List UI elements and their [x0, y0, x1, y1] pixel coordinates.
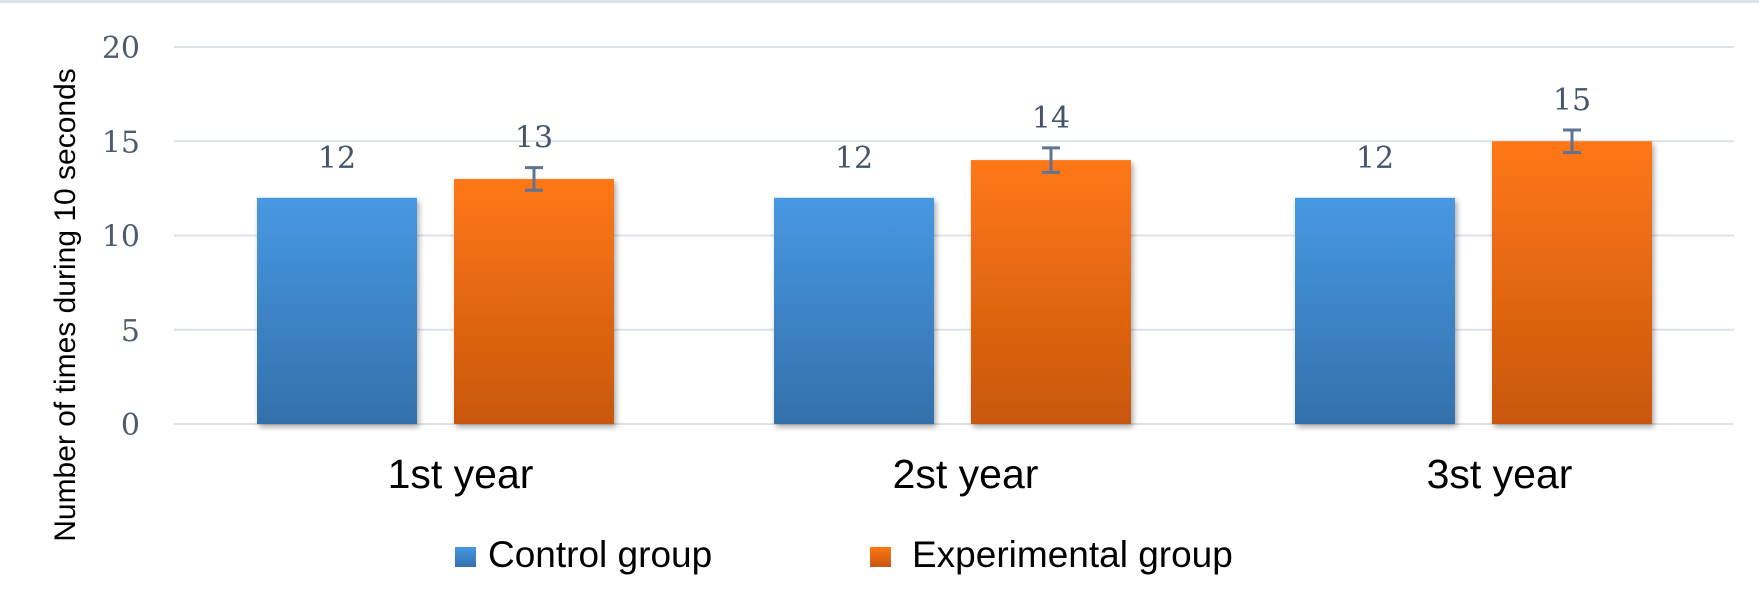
y-tick-label: 10 — [102, 220, 140, 255]
y-tick-label: 5 — [121, 314, 140, 349]
data-label: 13 — [515, 121, 553, 156]
data-label: 15 — [1553, 83, 1591, 118]
data-label: 12 — [835, 141, 873, 176]
legend-swatch-control — [455, 547, 476, 567]
x-category-label: 2st year — [893, 451, 1039, 497]
x-axis-categories: 1st year 2st year 3st year — [388, 451, 1573, 497]
legend-swatch-experimental — [870, 547, 891, 567]
error-bar-2 — [1042, 146, 1060, 174]
legend-label-experimental: Experimental group — [912, 534, 1233, 575]
error-bar-1 — [525, 166, 543, 192]
legend-label-control: Control group — [488, 534, 712, 575]
top-border — [0, 0, 1759, 3]
bar-experimental-1 — [454, 178, 614, 424]
error-bars — [525, 128, 1581, 192]
y-tick-label: 15 — [102, 125, 140, 160]
data-label: 12 — [1356, 141, 1394, 176]
error-bar-3 — [1563, 128, 1581, 155]
x-category-label: 3st year — [1427, 451, 1573, 497]
bar-experimental-2 — [971, 160, 1131, 424]
bar-control-3 — [1295, 197, 1455, 424]
y-axis-ticks: 0 5 10 15 20 — [102, 31, 140, 443]
y-tick-label: 0 — [121, 408, 140, 443]
bars — [257, 141, 1652, 424]
data-label: 14 — [1032, 101, 1070, 136]
legend: Control group Experimental group — [455, 534, 1233, 575]
bar-control-2 — [774, 197, 934, 424]
legend-item-control: Control group — [455, 534, 712, 575]
data-labels: 12 13 12 14 12 15 — [318, 83, 1591, 176]
data-label: 12 — [318, 141, 356, 176]
gridlines — [174, 46, 1734, 425]
legend-item-experimental: Experimental group — [870, 534, 1233, 575]
bar-experimental-3 — [1492, 141, 1652, 424]
bar-control-1 — [257, 197, 417, 424]
x-category-label: 1st year — [388, 451, 534, 497]
y-axis-title: Number of times during 10 seconds — [49, 68, 82, 542]
y-tick-label: 20 — [102, 31, 140, 66]
